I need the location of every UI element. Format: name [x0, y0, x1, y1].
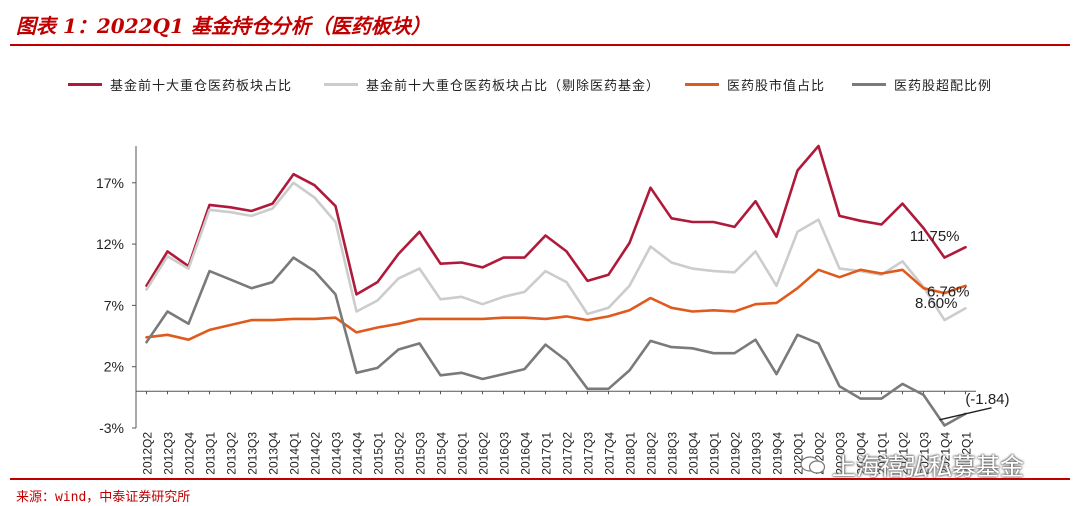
x-tick-label: 2012Q3	[162, 432, 176, 475]
y-tick-label: -3%	[99, 420, 124, 436]
x-tick-label: 2014Q3	[330, 432, 344, 475]
annotation-label: (-1.84)	[965, 391, 1009, 408]
x-tick-label: 2019Q3	[750, 432, 764, 475]
annotation-label: 11.75%	[910, 228, 960, 245]
x-tick-label: 2021Q1	[876, 432, 890, 475]
x-tick-label: 2018Q2	[645, 432, 659, 475]
x-tick-label: 2015Q4	[435, 432, 449, 475]
x-tick-label: 2019Q1	[708, 432, 722, 475]
x-tick-label: 2022Q1	[960, 432, 974, 475]
source-rule	[10, 478, 1070, 480]
x-tick-label: 2021Q4	[939, 432, 953, 475]
x-tick-label: 2013Q1	[204, 432, 218, 475]
x-tick-label: 2020Q4	[855, 432, 869, 475]
legend-item-over: 医药股超配比例	[852, 74, 992, 94]
legend-label-heavy-ex: 基金前十大重仓医药板块占比（剔除医药基金）	[366, 78, 661, 94]
x-tick-label: 2015Q3	[414, 432, 428, 475]
x-tick-label: 2015Q2	[393, 432, 407, 475]
series-line-heavy-ex	[145, 181, 967, 322]
legend-swatch-over	[852, 82, 886, 86]
legend-label-heavy: 基金前十大重仓医药板块占比	[110, 78, 293, 94]
x-tick-label: 2019Q2	[729, 432, 743, 475]
x-tick-label: 2013Q2	[225, 432, 239, 475]
x-tick-label: 2018Q4	[687, 432, 701, 475]
y-tick-label: 12%	[96, 236, 124, 252]
x-tick-label: 2021Q3	[918, 432, 932, 475]
x-tick-label: 2015Q1	[372, 432, 386, 475]
x-tick-label: 2017Q2	[561, 432, 575, 475]
x-tick-label: 2018Q3	[666, 432, 680, 475]
title-rule	[10, 44, 1070, 46]
annotation-label: 6.76%	[927, 283, 970, 300]
x-tick-label: 2016Q4	[519, 432, 533, 475]
x-tick-label: 2013Q3	[246, 432, 260, 475]
legend-item-market: 医药股市值占比	[685, 74, 825, 94]
x-tick-label: 2019Q4	[771, 432, 785, 475]
x-tick-label: 2020Q3	[834, 432, 848, 475]
x-tick-label: 2021Q2	[897, 432, 911, 475]
legend-item-heavy-ex: 基金前十大重仓医药板块占比（剔除医药基金）	[324, 74, 660, 94]
series-line-over	[145, 256, 967, 427]
series-line-market	[145, 268, 967, 342]
y-tick-label: 7%	[104, 297, 124, 313]
x-tick-label: 2016Q1	[456, 432, 470, 475]
watermark: 上海禧弘私募基金	[800, 447, 1024, 482]
x-tick-label: 2017Q1	[540, 432, 554, 475]
series-line-heavy	[145, 144, 967, 296]
chart-title: 图表 1：2022Q1 基金持仓分析（医药板块）	[16, 14, 431, 38]
annotation-pointer	[939, 407, 992, 421]
legend-swatch-market	[685, 82, 719, 86]
legend-label-market: 医药股市值占比	[727, 78, 826, 94]
x-tick-label: 2016Q2	[477, 432, 491, 475]
x-tick-label: 2014Q4	[351, 432, 365, 475]
x-tick-label: 2013Q4	[267, 432, 281, 475]
wechat-icon	[800, 455, 826, 474]
source-note: 来源：wind，中泰证券研究所	[16, 490, 191, 505]
x-tick-label: 2014Q1	[288, 432, 302, 475]
x-tick-label: 2012Q4	[183, 432, 197, 475]
y-tick-label: 17%	[96, 175, 124, 191]
legend-item-heavy: 基金前十大重仓医药板块占比	[68, 74, 292, 94]
x-tick-label: 2017Q4	[603, 432, 617, 475]
x-tick-label: 2017Q3	[582, 432, 596, 475]
x-tick-label: 2014Q2	[309, 432, 323, 475]
legend-swatch-heavy-ex	[324, 82, 358, 86]
y-tick-label: 2%	[104, 359, 124, 375]
x-tick-label: 2018Q1	[624, 432, 638, 475]
legend-label-over: 医药股超配比例	[894, 78, 993, 94]
annotation-label: 8.60%	[915, 295, 958, 312]
legend: 基金前十大重仓医药板块占比 基金前十大重仓医药板块占比（剔除医药基金） 医药股市…	[0, 74, 1080, 94]
legend-swatch-heavy	[68, 82, 102, 86]
x-tick-label: 2012Q2	[141, 432, 155, 475]
watermark-text: 上海禧弘私募基金	[832, 453, 1024, 481]
x-tick-label: 2016Q3	[498, 432, 512, 475]
